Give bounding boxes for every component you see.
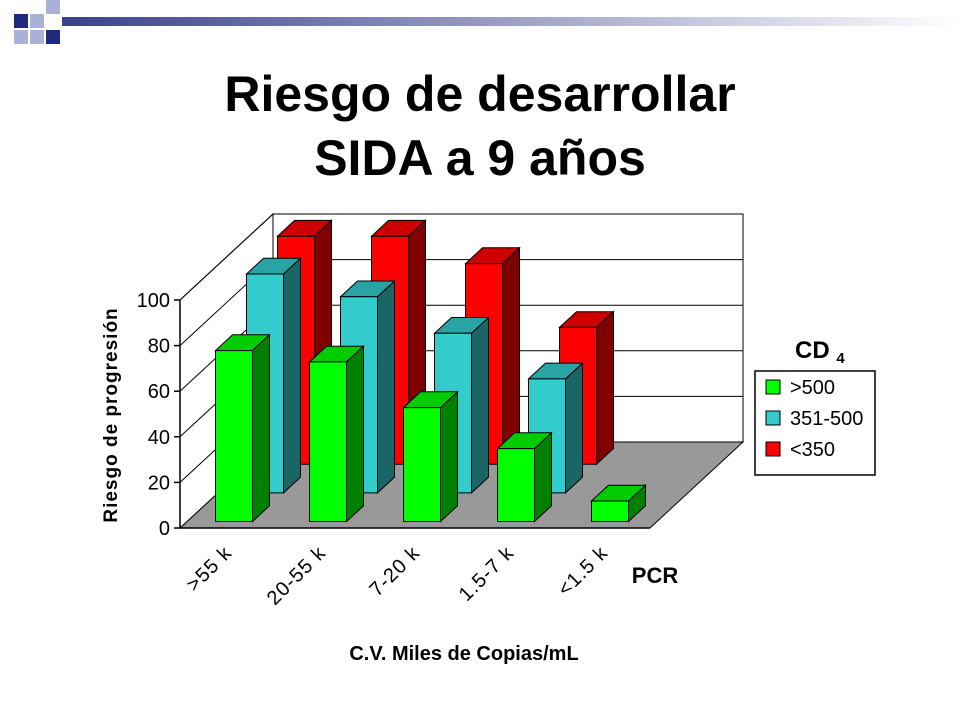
bar-side <box>252 333 270 523</box>
x-tick-label: 20-55 k <box>263 542 331 610</box>
y-tick-label: 60 <box>148 381 170 403</box>
bar-side <box>440 390 458 523</box>
legend-label: <350 <box>790 439 835 461</box>
legend-title: CD 4 <box>795 337 845 367</box>
bar-side <box>565 361 583 495</box>
title-line-1: Riesgo de desarrollar <box>224 66 736 122</box>
y-tick-label: 20 <box>148 472 170 494</box>
legend-swatch <box>765 379 781 395</box>
bar-side <box>346 345 364 523</box>
bar <box>497 448 535 522</box>
x-axis-title: C.V. Miles de Copias/mL <box>349 643 578 665</box>
legend-swatch <box>765 410 781 426</box>
bar <box>403 407 441 522</box>
bar <box>309 361 347 522</box>
slide-title: Riesgo de desarrollar SIDA a 9 años <box>0 62 960 190</box>
y-tick-label: 80 <box>148 336 170 358</box>
legend-label: >500 <box>790 377 835 399</box>
y-tick-label: 40 <box>148 427 170 449</box>
deco-square-light <box>14 30 28 44</box>
x-tick-label: <1.5 k <box>554 542 613 601</box>
deco-square-dark <box>14 14 28 28</box>
y-tick-label: 100 <box>137 290 170 312</box>
x-tick-label: 1.5-7 k <box>455 542 519 606</box>
bar-side <box>471 316 489 495</box>
bar-side <box>283 257 301 495</box>
legend-label: 351-500 <box>790 408 863 430</box>
title-line-2: SIDA a 9 años <box>314 130 646 186</box>
bar-side <box>377 279 395 495</box>
bar <box>591 500 629 522</box>
x-tick-label: >55 k <box>182 542 236 596</box>
bar-side <box>502 246 520 466</box>
y-tick-label: 0 <box>159 518 170 540</box>
deco-square-dark <box>46 30 60 44</box>
legend-swatch <box>765 441 781 457</box>
deco-gradient-bar <box>62 17 960 26</box>
bar <box>215 350 253 522</box>
deco-square-light <box>30 14 44 28</box>
gridline <box>179 213 743 301</box>
x-tick-label: 7-20 k <box>365 542 424 601</box>
deco-square-light <box>30 30 44 44</box>
depth-axis-label: PCR <box>632 563 679 588</box>
y-axis-title: Riesgo de progresión <box>101 307 122 522</box>
deco-square-light <box>46 0 60 14</box>
bar-side <box>596 310 614 466</box>
legend-title-main: CD <box>795 337 836 364</box>
slide-decoration <box>14 0 960 44</box>
legend-title-sub: 4 <box>836 350 845 367</box>
